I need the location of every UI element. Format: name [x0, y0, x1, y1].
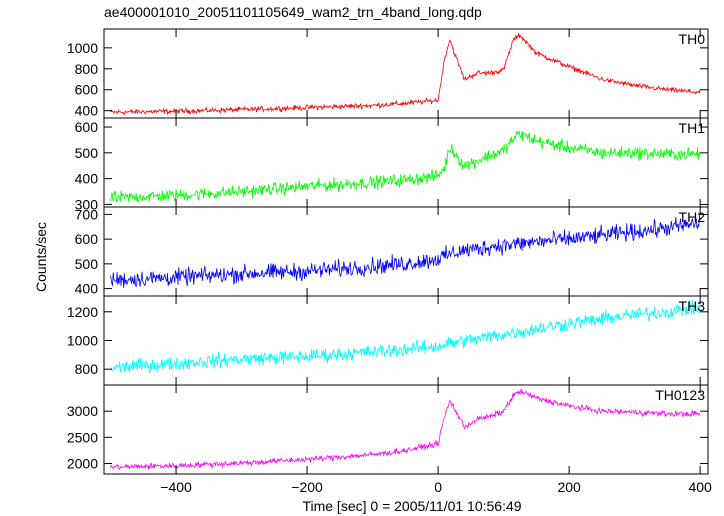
y-tick-label: 500 — [75, 145, 99, 161]
y-tick-label: 700 — [75, 206, 99, 222]
panel-th0: 400 600 800 1000 TH0 — [67, 28, 709, 119]
y-tick-label: 800 — [75, 361, 99, 377]
y-tick-label: 600 — [75, 82, 99, 98]
x-tick-label: −200 — [291, 479, 323, 495]
x-axis-ticks: −400 −200 0 200 400 — [160, 479, 712, 495]
series-line-th0123 — [110, 388, 701, 470]
panel-frame — [103, 206, 709, 297]
y-tick-label: 400 — [75, 103, 99, 119]
series-line-th1 — [110, 130, 701, 203]
panel-th2: 400 500 600 700 TH2 — [75, 206, 709, 297]
y-tick-label: 300 — [75, 196, 99, 212]
x-axis-title: Time [sec] 0 = 2005/11/01 10:56:49 — [302, 498, 521, 514]
y-tick-label: 400 — [75, 281, 99, 297]
panel-th3: 800 1000 1200 TH3 — [67, 295, 709, 386]
y-tick-label: 2000 — [67, 456, 98, 472]
y-tick-label: 1000 — [67, 333, 98, 349]
x-tick-label: 400 — [688, 479, 712, 495]
panel-frame — [103, 117, 709, 208]
y-tick-label: 400 — [75, 171, 99, 187]
x-tick-label: 200 — [557, 479, 581, 495]
panel-frame — [103, 295, 709, 386]
series-line-th0 — [110, 32, 701, 116]
panel-label-th2: TH2 — [679, 209, 706, 225]
series-line-th2 — [110, 215, 701, 289]
y-tick-label: 800 — [75, 61, 99, 77]
panel-label-th0: TH0 — [679, 31, 706, 47]
x-tick-label: 0 — [434, 479, 442, 495]
series-line-th3 — [110, 299, 701, 374]
x-tick-label: −400 — [160, 479, 192, 495]
y-tick-label: 1000 — [67, 40, 98, 56]
chart-title: ae400001010_20051101105649_wam2_trn_4ban… — [104, 4, 482, 20]
y-tick-label: 2500 — [67, 429, 98, 445]
panel-label-th1: TH1 — [679, 120, 706, 136]
y-axis-title: Counts/sec — [33, 222, 49, 292]
y-tick-label: 3000 — [67, 403, 98, 419]
y-tick-label: 600 — [75, 231, 99, 247]
panel-label-th3: TH3 — [679, 298, 706, 314]
panel-th0123: 2000 2500 3000 TH0123 — [67, 384, 709, 475]
panel-label-th0123: TH0123 — [655, 387, 705, 403]
y-tick-label: 600 — [75, 119, 99, 135]
panel-th1: 300 400 500 600 TH1 — [75, 117, 709, 212]
y-tick-label: 1200 — [67, 304, 98, 320]
y-tick-label: 500 — [75, 256, 99, 272]
panel-frame — [103, 384, 709, 475]
